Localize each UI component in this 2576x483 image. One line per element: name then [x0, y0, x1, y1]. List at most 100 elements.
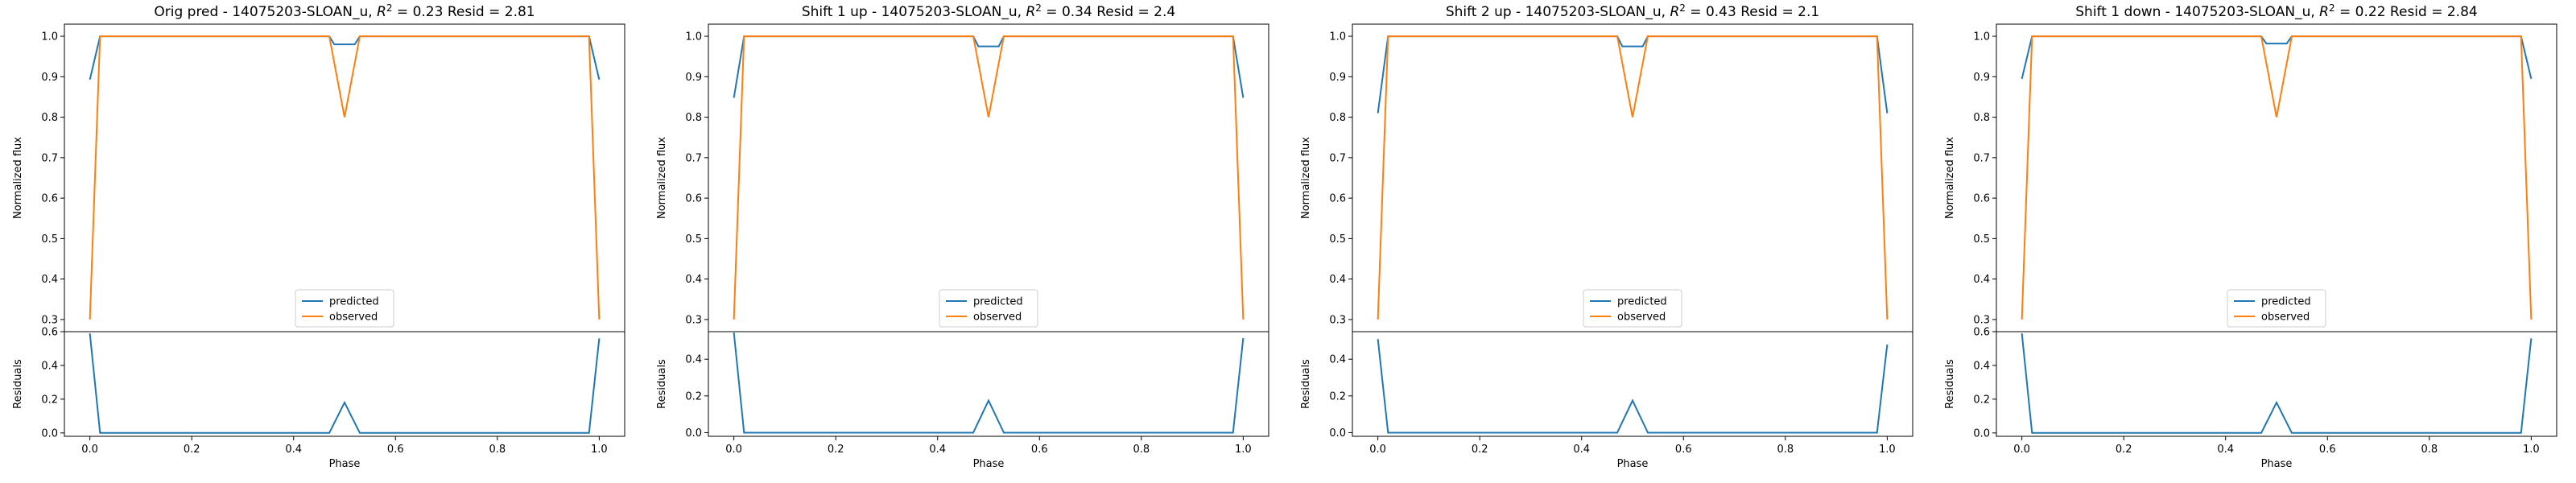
- title-resid: Resid = 2.84: [2386, 4, 2478, 20]
- xtick-label: 0.2: [2116, 444, 2132, 456]
- chart-panel-3: Shift 2 up - 14075203-SLOAN_u, R2 = 0.43…: [1300, 2, 1913, 470]
- panel-title: Orig pred - 14075203-SLOAN_u, R2 = 0.23 …: [154, 2, 535, 20]
- residual-ytick-label: 0.0: [41, 427, 58, 440]
- flux-ytick-label: 0.6: [1329, 193, 1346, 205]
- x-axis-label: Phase: [973, 458, 1005, 470]
- flux-ytick-label: 1.0: [685, 31, 702, 43]
- title-r2-value: = 0.34: [1042, 4, 1092, 20]
- x-axis-label: Phase: [1617, 458, 1649, 470]
- legend: predicted observed: [939, 289, 1038, 328]
- legend: predicted observed: [1583, 289, 1682, 328]
- flux-ytick-label: 0.4: [41, 274, 58, 286]
- flux-ytick-label: 0.9: [1973, 72, 1990, 84]
- xtick-label: 0.6: [2319, 444, 2336, 456]
- flux-ytick-label: 1.0: [1329, 31, 1346, 43]
- title-resid: Resid = 2.4: [1092, 4, 1175, 20]
- flux-ytick-label: 0.8: [1329, 112, 1346, 124]
- xtick-label: 0.8: [1133, 444, 1150, 456]
- legend-box: [295, 289, 394, 328]
- title-r2-symbol: R: [377, 4, 386, 20]
- flux-ytick-label: 0.8: [41, 112, 58, 124]
- xtick-label: 1.0: [1879, 444, 1896, 456]
- series-line-predicted: [1377, 35, 1889, 114]
- xtick-label: 0.6: [387, 444, 404, 456]
- legend-box: [939, 289, 1038, 328]
- legend-label-predicted: predicted: [1617, 296, 1667, 308]
- title-r2-symbol: R: [1026, 4, 1035, 20]
- flux-ytick-label: 0.3: [1973, 314, 1990, 326]
- flux-ytick-label: 0.3: [41, 314, 58, 326]
- title-prefix: Shift 1 up - 14075203-SLOAN_u,: [802, 4, 1026, 20]
- flux-ytick-label: 0.7: [41, 152, 58, 164]
- title-resid: Resid = 2.1: [1736, 4, 1819, 20]
- xtick-label: 0.4: [1573, 444, 1590, 456]
- residual-axes-frame: [1352, 331, 1913, 437]
- title-prefix: Shift 1 down - 14075203-SLOAN_u,: [2075, 4, 2319, 20]
- panel-title: Shift 1 down - 14075203-SLOAN_u, R2 = 0.…: [2075, 2, 2477, 20]
- residual-axes-frame: [1996, 331, 2557, 437]
- flux-ytick-label: 0.9: [685, 72, 702, 84]
- title-r2-value: = 0.23: [393, 4, 444, 20]
- flux-ytick-label: 0.4: [1329, 274, 1346, 286]
- flux-ytick-label: 0.7: [1973, 152, 1990, 164]
- title-resid: Resid = 2.81: [443, 4, 535, 20]
- residual-ytick-label: 0.2: [41, 394, 58, 406]
- flux-ytick-label: 0.3: [685, 314, 702, 326]
- legend-box: [2227, 289, 2326, 328]
- xtick-label: 0.6: [1675, 444, 1692, 456]
- title-r2-sup: 2: [1679, 2, 1686, 14]
- residual-ytick-label: 0.4: [685, 354, 702, 366]
- flux-ytick-label: 0.4: [685, 274, 702, 286]
- residual-ytick-label: 0.6: [1973, 327, 1990, 339]
- flux-ytick-label: 0.5: [685, 233, 702, 246]
- flux-ytick-label: 0.7: [685, 152, 702, 164]
- series-line-observed: [1377, 35, 1889, 320]
- legend-label-observed: observed: [973, 312, 1022, 324]
- flux-ytick-label: 0.6: [685, 193, 702, 205]
- title-r2-symbol: R: [2319, 4, 2329, 20]
- x-axis-label: Phase: [2261, 458, 2293, 470]
- flux-ytick-label: 1.0: [41, 31, 58, 43]
- xtick-label: 0.0: [1369, 444, 1386, 456]
- residual-ytick-label: 0.2: [1973, 394, 1990, 406]
- panel-title: Shift 2 up - 14075203-SLOAN_u, R2 = 0.43…: [1446, 2, 1819, 20]
- xtick-label: 0.0: [725, 444, 742, 456]
- xtick-label: 0.6: [1031, 444, 1048, 456]
- residual-line: [733, 332, 1245, 434]
- series-line-predicted: [2021, 35, 2533, 80]
- xtick-label: 0.2: [184, 444, 200, 456]
- series-line-predicted: [89, 35, 601, 80]
- residual-ytick-label: 0.2: [1329, 390, 1346, 402]
- title-r2-symbol: R: [1670, 4, 1679, 20]
- legend-label-observed: observed: [2261, 312, 2310, 324]
- legend-label-observed: observed: [1617, 312, 1666, 324]
- xtick-label: 1.0: [591, 444, 608, 456]
- xtick-label: 0.0: [2013, 444, 2030, 456]
- flux-y-axis-label: Normalized flux: [1300, 137, 1312, 219]
- xtick-label: 1.0: [1235, 444, 1252, 456]
- x-axis-label: Phase: [329, 458, 361, 470]
- flux-axes-frame: [64, 23, 625, 332]
- flux-ytick-label: 0.7: [1329, 152, 1346, 164]
- legend-box: [1583, 289, 1682, 328]
- flux-ytick-label: 1.0: [1973, 31, 1990, 43]
- xtick-label: 0.4: [929, 444, 946, 456]
- chart-panel-2: Shift 1 up - 14075203-SLOAN_u, R2 = 0.34…: [656, 2, 1269, 470]
- flux-ytick-label: 0.5: [41, 233, 58, 246]
- flux-ytick-label: 0.5: [1329, 233, 1346, 246]
- chart-panel-1: Orig pred - 14075203-SLOAN_u, R2 = 0.23 …: [12, 2, 625, 470]
- flux-ytick-label: 0.9: [1329, 72, 1346, 84]
- flux-ytick-label: 0.5: [1973, 233, 1990, 246]
- residual-ytick-label: 0.6: [41, 327, 58, 339]
- title-r2-sup: 2: [2329, 2, 2335, 14]
- flux-ytick-label: 0.9: [41, 72, 58, 84]
- series-line-predicted: [733, 35, 1245, 98]
- residual-y-axis-label: Residuals: [656, 359, 668, 409]
- series-line-observed: [733, 35, 1245, 320]
- flux-axes-frame: [1352, 23, 1913, 332]
- xtick-label: 0.4: [285, 444, 302, 456]
- flux-ytick-label: 0.8: [1973, 112, 1990, 124]
- series-line-observed: [89, 35, 601, 320]
